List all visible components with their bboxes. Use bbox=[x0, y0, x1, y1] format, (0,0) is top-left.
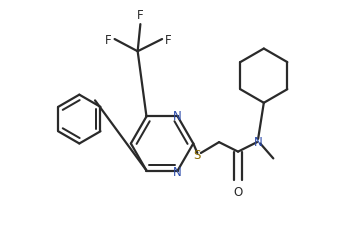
Text: F: F bbox=[105, 33, 112, 46]
Text: S: S bbox=[194, 148, 201, 161]
Text: N: N bbox=[173, 166, 182, 179]
Text: F: F bbox=[137, 9, 144, 22]
Text: F: F bbox=[165, 33, 172, 46]
Text: N: N bbox=[254, 136, 263, 149]
Text: N: N bbox=[173, 109, 182, 122]
Text: O: O bbox=[233, 185, 243, 198]
